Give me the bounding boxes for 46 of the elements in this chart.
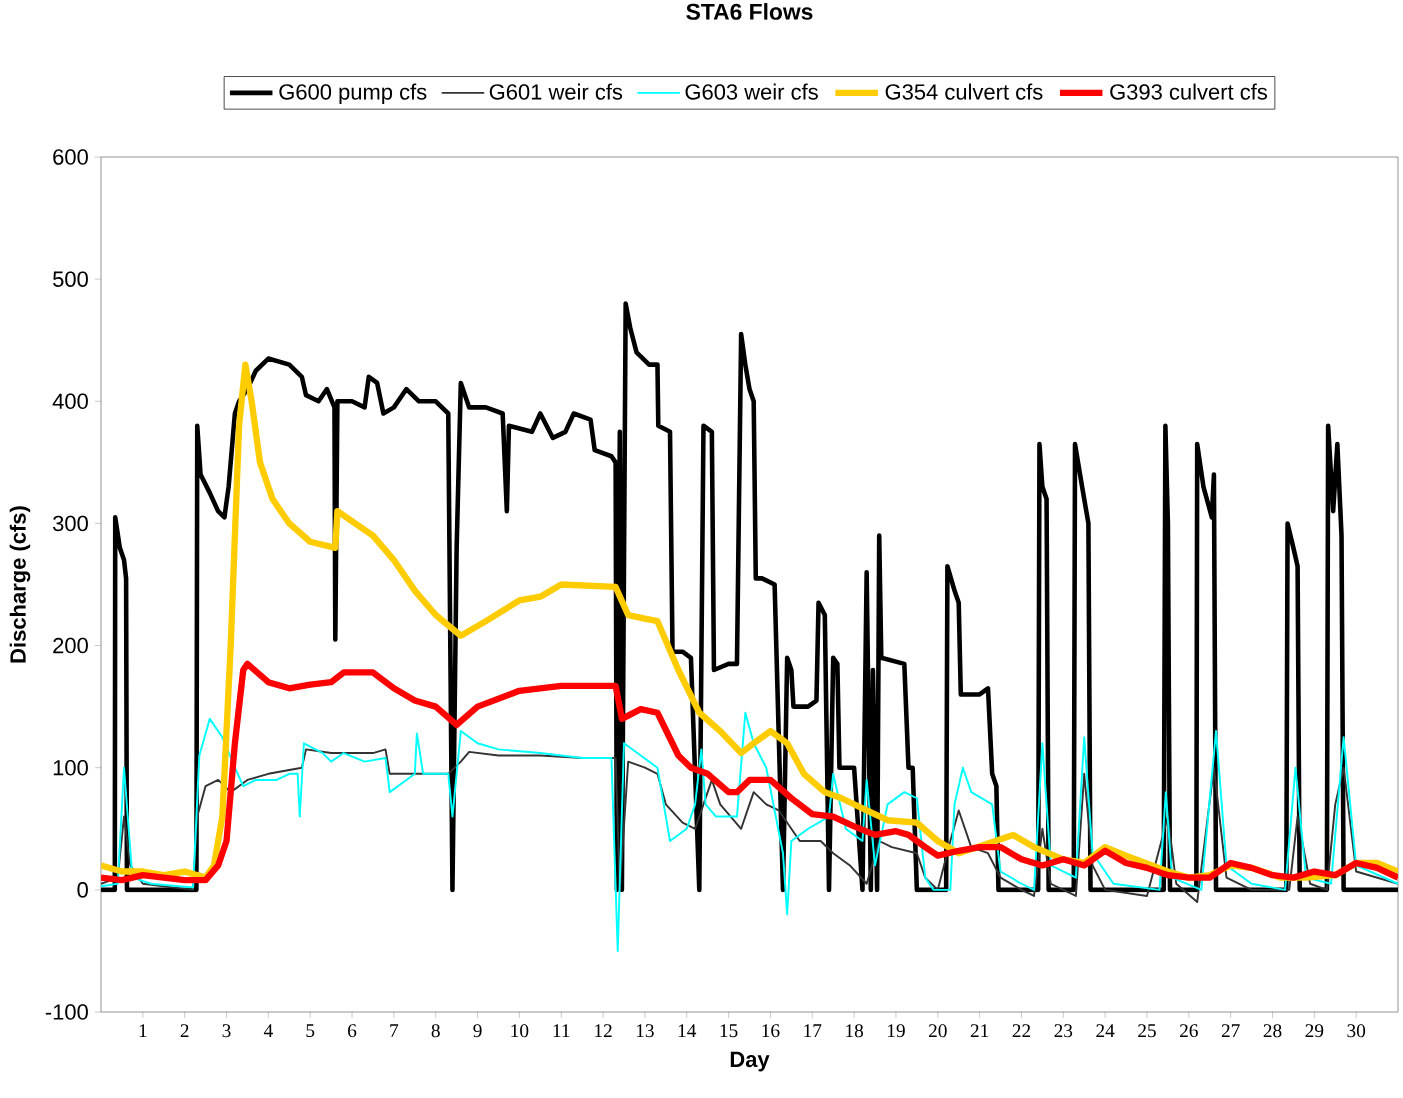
y-tick-label: 100 [53, 759, 88, 776]
y-axis-title: Discharge (cfs) [9, 506, 31, 663]
x-tick-label: 1 [139, 1024, 147, 1037]
x-tick-label: 4 [263, 1024, 273, 1037]
x-tick-label: 28 [1263, 1024, 1282, 1038]
x-tick-label: 25 [1138, 1024, 1156, 1038]
x-tick-label: 26 [1180, 1024, 1198, 1038]
x-tick-label: 11 [553, 1024, 570, 1037]
x-axis-title: Day [730, 1051, 770, 1072]
x-tick-label: 23 [1054, 1024, 1073, 1038]
x-tick-label: 19 [887, 1024, 905, 1038]
x-tick-label: 20 [928, 1024, 947, 1038]
chart-title: STA6 Flows [686, 3, 813, 20]
x-tick-label: 15 [720, 1024, 738, 1038]
x-tick-label: 27 [1221, 1024, 1240, 1038]
x-tick-label: 17 [804, 1024, 822, 1037]
x-tick-label: 13 [636, 1024, 654, 1038]
x-tick-label: 14 [678, 1024, 697, 1037]
x-tick-label: 21 [970, 1024, 989, 1038]
y-tick-label: -100 [45, 1004, 88, 1020]
x-tick-label: 18 [846, 1024, 864, 1038]
y-tick-label: 300 [52, 515, 88, 532]
y-tick-label: 0 [77, 882, 88, 898]
legend-label: G601 weir cfs [489, 83, 623, 100]
y-tick-label: 200 [53, 637, 88, 654]
x-tick-label: 7 [390, 1024, 399, 1037]
x-tick-label: 9 [473, 1024, 482, 1038]
x-tick-label: 6 [348, 1024, 357, 1038]
x-tick-label: 5 [306, 1024, 315, 1038]
x-tick-label: 8 [431, 1024, 440, 1038]
x-tick-label: 24 [1096, 1024, 1115, 1038]
x-tick-label: 3 [222, 1024, 231, 1038]
legend-label: G393 culvert cfs [1110, 83, 1268, 100]
x-tick-label: 12 [595, 1024, 612, 1038]
legend-label: G600 pump cfs [279, 83, 427, 105]
legend-label: G354 culvert cfs [885, 83, 1043, 100]
x-tick-label: 10 [511, 1024, 529, 1038]
x-tick-label: 29 [1305, 1024, 1324, 1038]
y-tick-label: 400 [52, 393, 88, 410]
x-tick-label: 30 [1347, 1024, 1366, 1038]
x-tick-label: 22 [1012, 1024, 1031, 1038]
legend-label: G603 weir cfs [685, 83, 818, 100]
y-tick-label: 500 [53, 271, 88, 287]
y-tick-label: 600 [53, 149, 88, 165]
x-tick-label: 2 [180, 1024, 189, 1038]
x-tick-label: 16 [762, 1024, 780, 1038]
